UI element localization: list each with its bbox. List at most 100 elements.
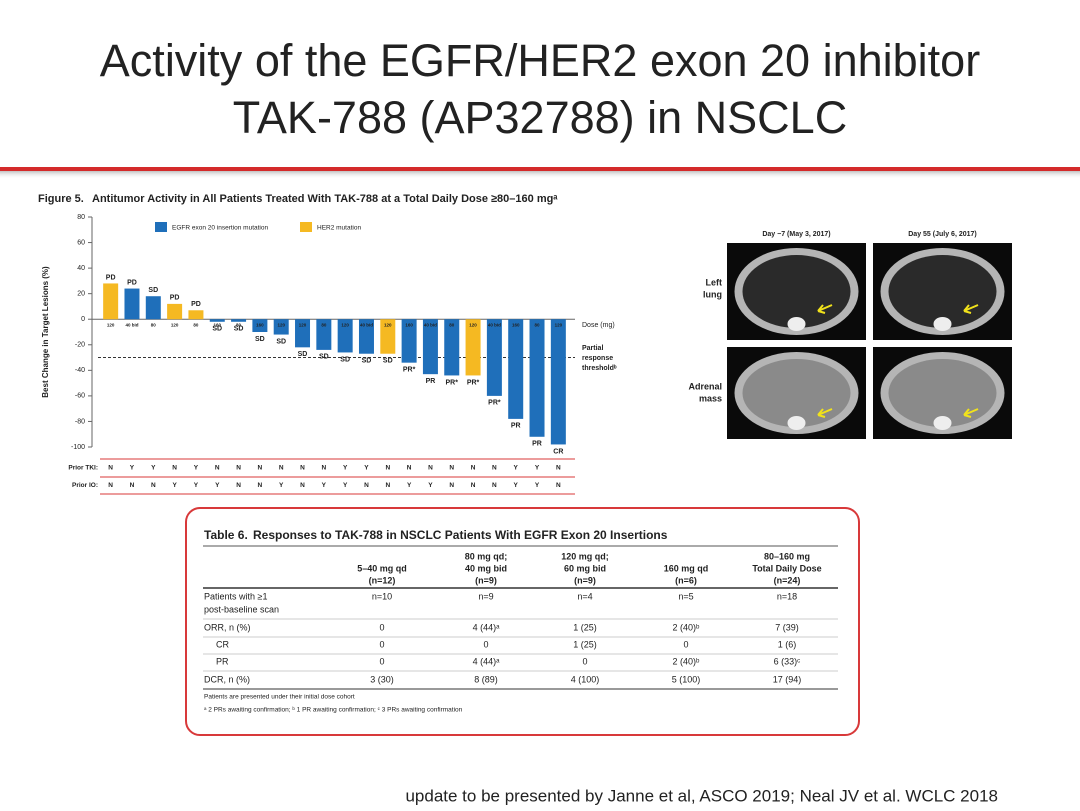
- y-tick-label: -60: [75, 393, 85, 400]
- bar-label: SD: [298, 351, 308, 358]
- image-row-label: Left: [706, 277, 723, 287]
- table-label: Table 6.: [204, 528, 248, 542]
- table-cell: 1 (25): [573, 622, 597, 632]
- row-value: N: [471, 482, 476, 489]
- bar: [252, 319, 268, 332]
- dose-label: 40 bid: [125, 322, 138, 327]
- bar: [124, 288, 140, 320]
- ct-inner: [888, 359, 997, 427]
- table-cell: 17 (94): [773, 674, 802, 684]
- table-cell: 0: [683, 639, 688, 649]
- table-note: ᵃ 2 PRs awaiting confirmation; ᵇ 1 PR aw…: [204, 707, 463, 714]
- table-cell: n=5: [678, 591, 693, 601]
- table-cell: 1 (25): [573, 639, 597, 649]
- table-row-label: DCR, n (%): [204, 674, 250, 684]
- row-value: Y: [514, 482, 519, 489]
- table-cell: 0: [582, 656, 587, 666]
- dose-label: 160: [256, 322, 264, 327]
- dose-label: 80: [193, 322, 199, 327]
- ct-arrow: [963, 408, 979, 418]
- table-column-header: (n=9): [574, 575, 596, 585]
- legend-swatch: [155, 222, 167, 232]
- row-value: Y: [535, 465, 540, 472]
- bar: [337, 319, 353, 353]
- bar: [209, 319, 225, 322]
- table-column-header: 60 mg bid: [564, 563, 606, 573]
- threshold-label: Partial: [582, 345, 603, 352]
- row-value: Y: [279, 482, 284, 489]
- slide-title: Activity of the EGFR/HER2 exon 20 inhibi…: [100, 35, 980, 86]
- dose-label: 120: [555, 322, 563, 327]
- bar: [167, 303, 183, 320]
- row-value: Y: [343, 482, 348, 489]
- dose-label: 160: [213, 322, 221, 327]
- table-column-header: 80 mg qd;: [465, 551, 508, 561]
- table-cell: 0: [379, 656, 384, 666]
- bar-label: SD: [383, 358, 393, 365]
- bar-label: PR*: [403, 367, 416, 374]
- table-cell: 0: [379, 622, 384, 632]
- threshold-label: thresholdᵇ: [582, 365, 617, 372]
- bar-label: SD: [212, 326, 222, 333]
- table-row-label: post-baseline scan: [204, 604, 279, 614]
- row-value: N: [151, 482, 156, 489]
- row-value: Y: [364, 465, 369, 472]
- row-value: Y: [407, 482, 412, 489]
- bar-label: PD: [106, 274, 116, 281]
- figure-label: Figure 5.: [38, 193, 84, 205]
- image-row-label: lung: [703, 289, 722, 299]
- bar: [295, 319, 311, 348]
- table-column-header: (n=12): [369, 575, 396, 585]
- bar-label: SD: [255, 336, 265, 343]
- dose-label: 120: [469, 322, 477, 327]
- bar: [486, 319, 502, 396]
- table-cell: 5 (100): [672, 674, 701, 684]
- row-value: Y: [428, 482, 433, 489]
- y-tick-label: 0: [81, 316, 85, 323]
- dose-label: 120: [171, 322, 179, 327]
- slide-title: TAK-788 (AP32788) in NSCLC: [233, 92, 847, 143]
- bar: [550, 319, 566, 445]
- row-value: N: [492, 482, 497, 489]
- row-value: N: [449, 465, 454, 472]
- y-tick-label: 20: [77, 291, 85, 298]
- row-value: N: [258, 465, 263, 472]
- dose-label: 120: [341, 322, 349, 327]
- image-row-label: mass: [699, 393, 722, 403]
- row-value: Y: [535, 482, 540, 489]
- row-value: N: [130, 482, 135, 489]
- y-tick-label: -40: [75, 367, 85, 374]
- row-value: Y: [172, 482, 177, 489]
- table-cell: 0: [379, 639, 384, 649]
- legend-label: HER2 mutation: [317, 225, 361, 232]
- ct-inner: [888, 255, 997, 328]
- table-cell: 1 (6): [778, 639, 797, 649]
- row-value: Y: [343, 465, 348, 472]
- bar: [529, 319, 545, 437]
- table-cell: 2 (40)ᵇ: [673, 656, 701, 666]
- dose-label: 120: [107, 322, 115, 327]
- table-column-header: Total Daily Dose: [752, 563, 821, 573]
- row-label: Prior TKI:: [68, 465, 98, 472]
- table-frame: [185, 507, 860, 736]
- row-value: N: [215, 465, 220, 472]
- ct-spine: [787, 317, 806, 331]
- bar: [273, 319, 289, 335]
- bar-label: SD: [276, 338, 286, 345]
- row-value: N: [449, 482, 454, 489]
- bar: [380, 319, 396, 354]
- row-value: N: [385, 482, 390, 489]
- row-value: Y: [514, 465, 519, 472]
- table-row-label: ORR, n (%): [204, 622, 251, 632]
- ct-spine: [933, 416, 952, 430]
- row-value: Y: [151, 465, 156, 472]
- dose-label: 40 bid: [360, 322, 373, 327]
- bar: [231, 319, 247, 322]
- table-note: Patients are presented under their initi…: [204, 694, 355, 701]
- dose-label: 120: [384, 322, 392, 327]
- table-cell: n=4: [577, 591, 592, 601]
- bar-label: SD: [340, 356, 350, 363]
- legend-label: EGFR exon 20 insertion mutation: [172, 225, 268, 232]
- ct-inner: [742, 255, 851, 328]
